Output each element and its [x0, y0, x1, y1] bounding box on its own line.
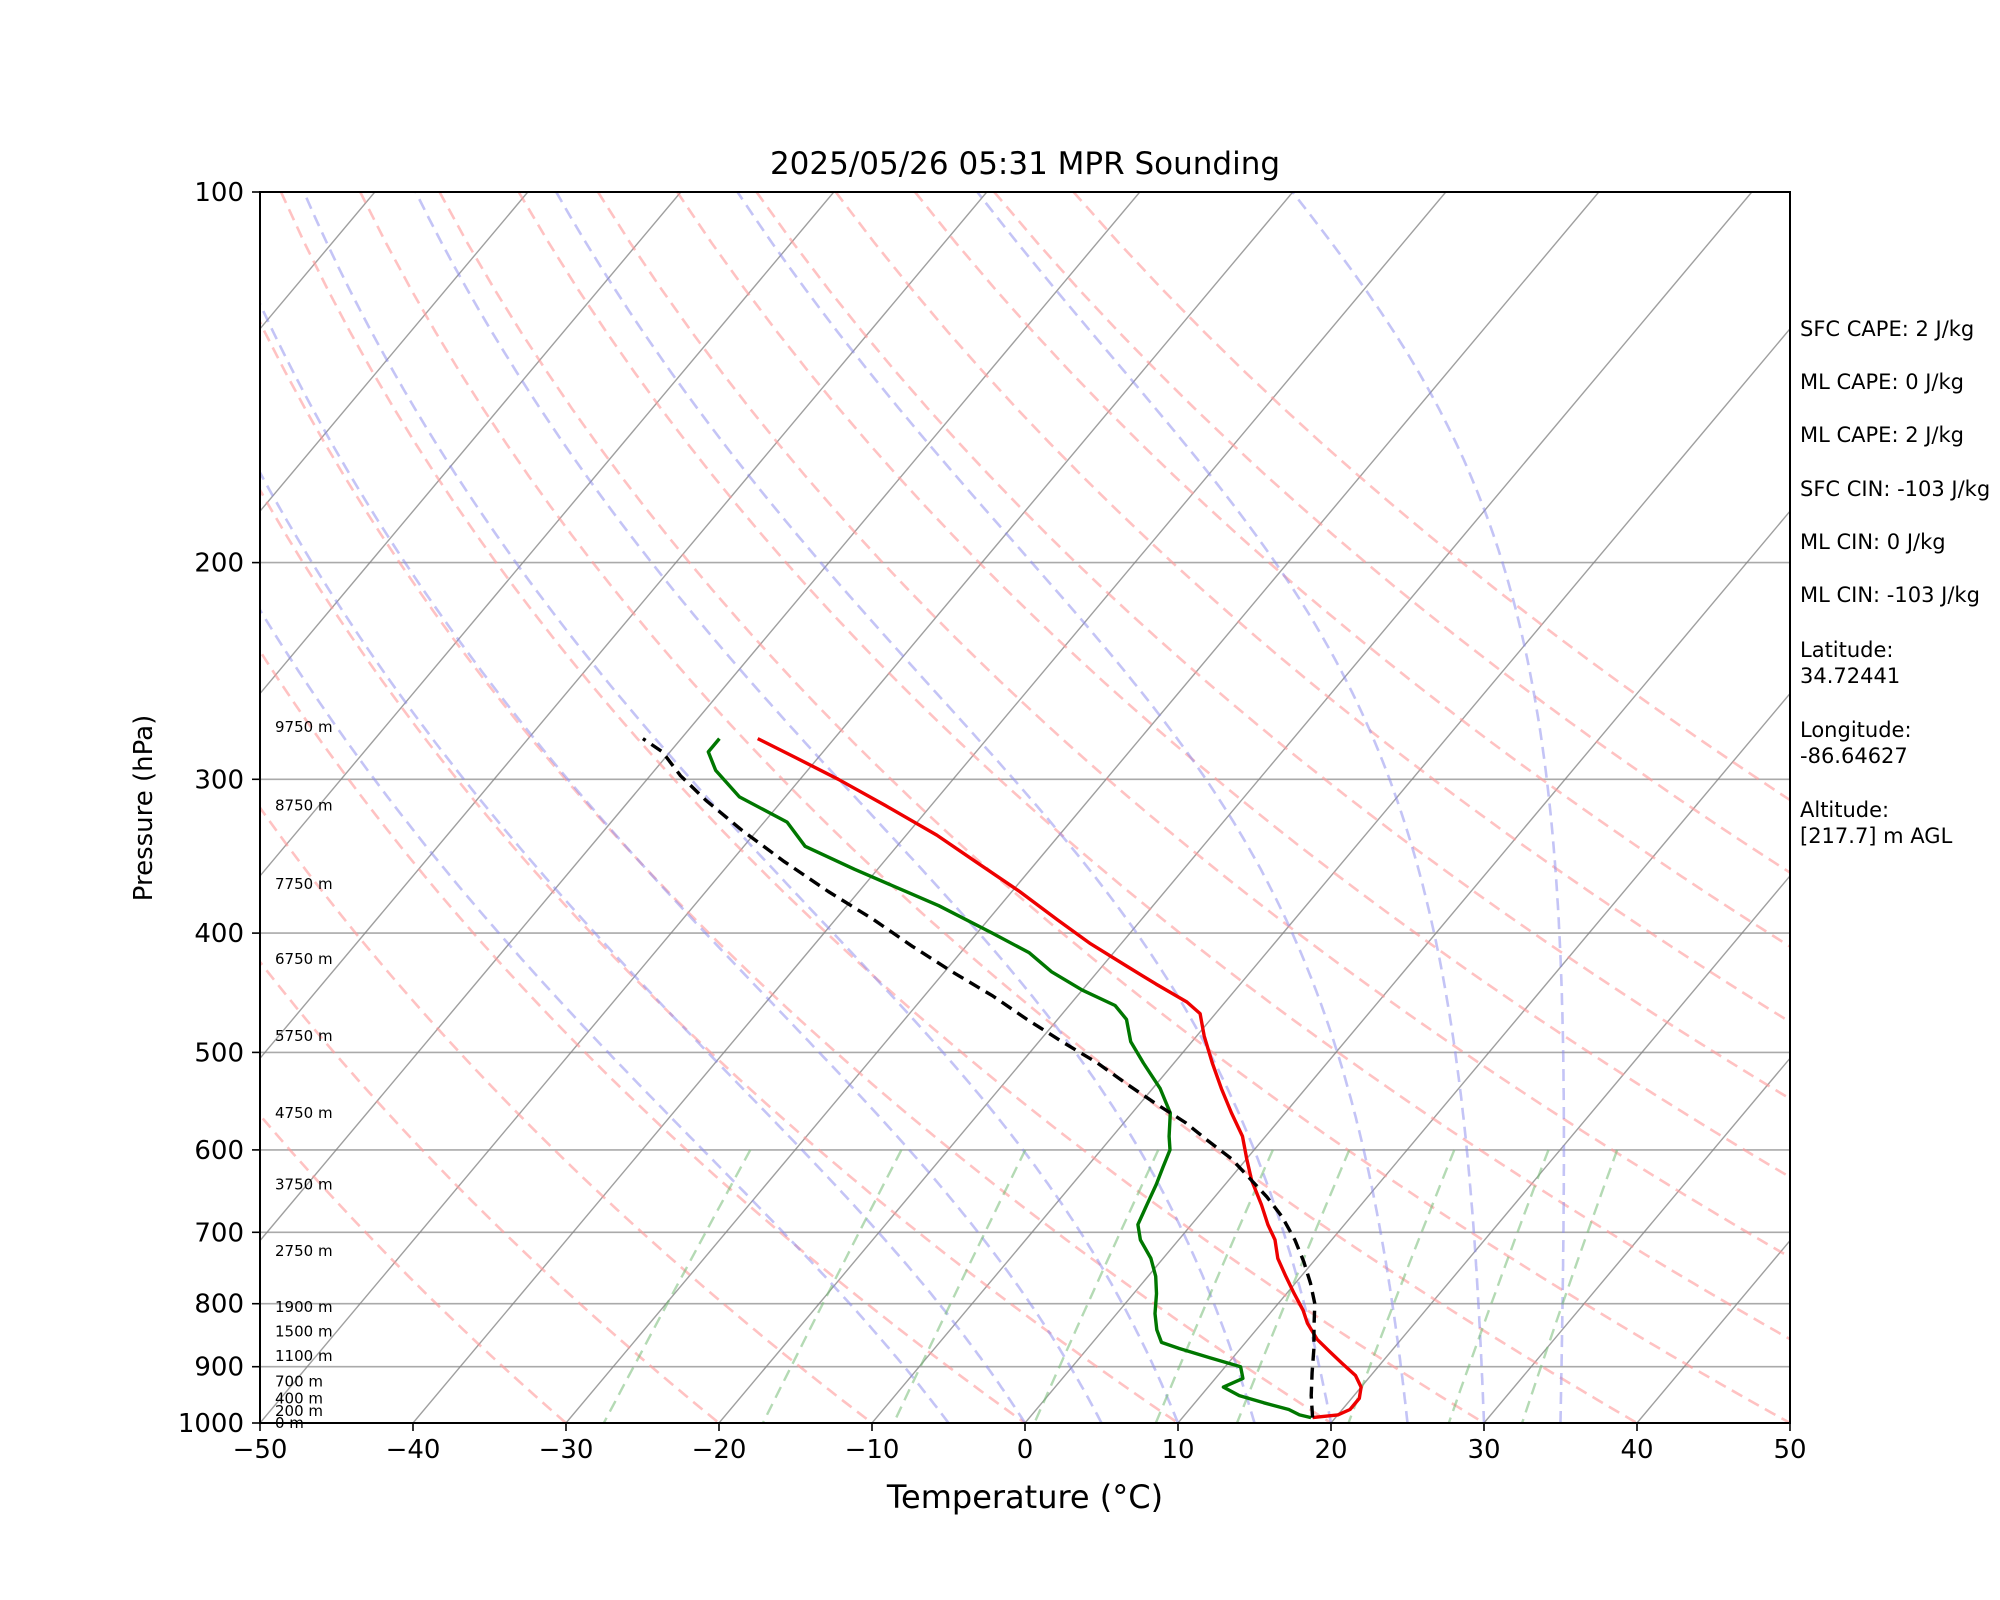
height-label: 400 m	[275, 1389, 323, 1407]
mixing-ratio-line	[1235, 1149, 1351, 1423]
dewpoint-profile-line	[706, 737, 1312, 1420]
moist-adiabat-line	[260, 300, 1103, 1423]
height-label: 3750 m	[275, 1175, 333, 1193]
dry-adiabat-line	[755, 192, 1790, 1101]
y-tick-label: 500	[194, 1038, 244, 1068]
height-label: 1500 m	[275, 1323, 333, 1341]
dry-adiabat-line	[260, 959, 720, 1423]
dry-adiabat-line	[279, 192, 1485, 1423]
ml-cape-text: ML CAPE: 0 J/kg	[1800, 370, 1965, 394]
dry-adiabat-line	[676, 192, 1790, 1179]
height-label: 6750 m	[275, 950, 333, 968]
longitude-text: Longitude: -86.64627	[1800, 718, 1912, 768]
isotherm-lines	[260, 192, 1790, 1423]
latitude-text: Latitude: 34.72441	[1800, 638, 1901, 688]
height-label: 4750 m	[275, 1104, 333, 1122]
isotherm-line	[1024, 510, 1790, 1423]
height-label: 700 m	[275, 1372, 323, 1390]
isotherm-line	[1483, 1057, 1790, 1423]
x-axis-label: Temperature (°C)	[886, 1478, 1163, 1516]
height-label: 1900 m	[275, 1298, 333, 1316]
isotherm-line	[1177, 692, 1790, 1423]
dry-adiabat-line	[260, 487, 1179, 1423]
isotherm-line	[412, 192, 1447, 1423]
isotherm-line	[260, 192, 988, 1060]
y-axis-label: Pressure (hPa)	[129, 715, 159, 902]
height-label: 9750 m	[275, 718, 333, 736]
sounding-profiles	[641, 737, 1363, 1420]
y-tick-label: 700	[194, 1218, 244, 1248]
y-tick-label: 400	[194, 919, 244, 949]
y-tick-label: 900	[194, 1353, 244, 1383]
y-tick-label: 800	[194, 1290, 244, 1320]
moist-adiabat-line	[555, 192, 1333, 1423]
height-label: 2750 m	[275, 1242, 333, 1260]
moist-adiabat-line	[414, 192, 1256, 1423]
mixing-ratio-line	[1520, 1149, 1619, 1423]
x-tick-label: 10	[1161, 1435, 1194, 1465]
height-label: 5750 m	[275, 1027, 333, 1045]
altitude-text: Altitude: [217.7] m AGL	[1800, 798, 1953, 848]
x-tick-label: 40	[1620, 1435, 1653, 1465]
isotherm-line	[718, 192, 1753, 1423]
x-tick-label: −40	[386, 1435, 441, 1465]
mixing-ratio-line	[761, 1149, 903, 1423]
isotherm-line	[871, 327, 1790, 1423]
sfc-cin-text: SFC CIN: -103 J/kg	[1800, 477, 1991, 501]
x-tick-label: 0	[1017, 1435, 1034, 1465]
mixing-ratio-line	[1447, 1149, 1550, 1423]
isotherm-line	[260, 192, 1294, 1423]
y-tick-label: 600	[194, 1136, 244, 1166]
chart-title: 2025/05/26 05:31 MPR Sounding	[770, 146, 1280, 182]
ml-cin-text-2: ML CIN: -103 J/kg	[1800, 583, 1980, 607]
height-label: 1100 m	[275, 1347, 333, 1365]
moist-adiabat-line	[1291, 192, 1566, 1423]
mixing-ratio-line	[1154, 1149, 1274, 1423]
height-label: 8750 m	[275, 796, 333, 814]
x-tick-label: −30	[539, 1435, 594, 1465]
ml-cape-text-2: ML CAPE: 2 J/kg	[1800, 423, 1965, 447]
sfc-cape-text: SFC CAPE: 2 J/kg	[1800, 317, 1975, 341]
isotherm-line	[260, 192, 682, 695]
moist-adiabat-line	[302, 192, 1180, 1423]
x-tick-label: −20	[692, 1435, 747, 1465]
isotherm-line	[1330, 874, 1790, 1423]
x-tick-label: 50	[1773, 1435, 1806, 1465]
y-tick-label: 300	[194, 765, 244, 795]
x-tick-label: −50	[233, 1435, 288, 1465]
dry-adiabat-line	[260, 805, 873, 1423]
ml-cin-text: ML CIN: 0 J/kg	[1800, 530, 1946, 554]
isotherm-line	[260, 192, 529, 513]
plot-area	[260, 192, 1790, 1423]
height-label: 200 m	[275, 1402, 323, 1420]
dry-adiabat-line	[260, 319, 1332, 1423]
y-tick-label: 1000	[178, 1409, 244, 1439]
mixing-ratio-line	[1033, 1149, 1160, 1423]
moist-adiabat-line	[260, 469, 1027, 1423]
dry-adiabat-line	[596, 192, 1790, 1259]
mixing-ratio-line	[602, 1149, 752, 1423]
height-label: 7750 m	[275, 875, 333, 893]
mixing-ratio-line	[892, 1149, 1027, 1423]
x-tick-label: 30	[1467, 1435, 1500, 1465]
parcel-profile-line	[641, 737, 1317, 1418]
dry-adiabat-line	[438, 192, 1790, 1423]
y-axis-ticks: 100 200 300 400 500 600 700 800 900 1000	[178, 178, 260, 1439]
height-label: 0 m	[275, 1414, 304, 1432]
isotherm-line	[565, 192, 1600, 1423]
mixing-ratio-lines	[602, 1149, 1619, 1423]
x-tick-label: 20	[1314, 1435, 1347, 1465]
y-tick-label: 200	[194, 549, 244, 579]
y-tick-label: 100	[194, 178, 244, 208]
x-tick-label: −10	[845, 1435, 900, 1465]
isotherm-line	[260, 192, 1141, 1242]
temperature-profile-line	[756, 737, 1363, 1420]
isotherm-line	[260, 192, 835, 878]
x-axis-ticks: −50 −40 −30 −20 −10 0 10 20 30 40 50	[233, 1423, 1807, 1465]
moist-adiabat-line	[736, 192, 1409, 1423]
